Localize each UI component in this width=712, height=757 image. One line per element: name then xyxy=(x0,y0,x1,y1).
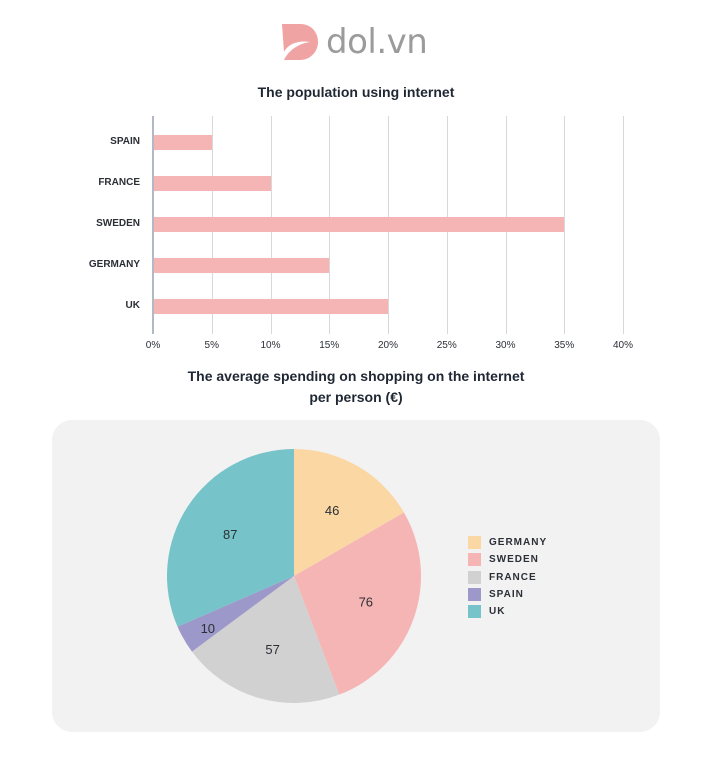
bar-france xyxy=(154,176,271,191)
y-category-label: SPAIN xyxy=(110,136,140,147)
pie-slice-uk xyxy=(166,448,294,627)
legend-swatch xyxy=(468,570,481,584)
legend-label: FRANCE xyxy=(489,571,537,583)
legend-swatch xyxy=(468,553,481,567)
pie-value-label: 87 xyxy=(223,527,237,542)
brand-logo: dol.vn xyxy=(280,20,428,64)
pie-slice-spain xyxy=(177,576,294,652)
y-axis-line xyxy=(152,116,154,334)
x-tick-label: 35% xyxy=(554,340,575,351)
gridline xyxy=(564,116,566,334)
x-tick-label: 20% xyxy=(377,340,399,351)
x-tick-label: 15% xyxy=(319,340,340,351)
legend-item-germany: GERMANY xyxy=(468,534,547,551)
x-tick-label: 30% xyxy=(495,340,516,351)
pie-title-line-1: The average spending on shopping on the … xyxy=(187,368,525,384)
dol-logo-icon xyxy=(282,24,318,60)
x-tick-label: 25% xyxy=(436,340,457,351)
pie-value-label: 46 xyxy=(325,503,339,518)
gridline xyxy=(623,116,624,334)
brand-name: dol.vn xyxy=(326,22,428,62)
pie-value-label: 76 xyxy=(359,595,373,610)
legend-item-sweden: SWEDEN xyxy=(468,551,547,568)
bar-spain xyxy=(154,135,212,150)
x-tick-label: 5% xyxy=(204,340,219,351)
x-tick-label: 10% xyxy=(260,340,281,351)
pie-slice-france xyxy=(191,576,340,704)
pie-title-line-2: per person (€) xyxy=(309,389,403,405)
pie-value-label: 57 xyxy=(265,642,279,657)
bar-sweden xyxy=(154,217,565,232)
legend-label: SPAIN xyxy=(489,589,524,601)
legend-label: SWEDEN xyxy=(489,554,539,566)
y-category-label: GERMANY xyxy=(88,259,140,270)
legend-label: GERMANY xyxy=(489,537,548,549)
pie-slice-sweden xyxy=(294,512,422,695)
x-tick-label: 40% xyxy=(612,340,634,351)
legend-label: UK xyxy=(489,606,506,618)
legend-swatch xyxy=(468,536,481,550)
bar-chart: 0% 5% 10% 15% 20% 25% 30% 35% 40% SPAIN FRANCE SWED… xyxy=(0,0,712,360)
legend-item-france: FRANCE xyxy=(468,569,547,586)
pie-legend: GERMANY SWEDEN FRANCE SPAIN UK xyxy=(468,534,547,620)
bar-uk xyxy=(154,299,388,314)
pie-slice-germany xyxy=(294,449,404,576)
pie-value-label: 10 xyxy=(201,621,215,636)
legend-swatch xyxy=(468,605,481,619)
x-tick-label: 0% xyxy=(145,340,161,351)
legend-swatch xyxy=(468,588,481,602)
y-category-label: UK xyxy=(125,300,140,311)
y-category-label: FRANCE xyxy=(98,177,140,188)
bar-chart-title: The population using internet xyxy=(257,84,455,100)
legend-item-spain: SPAIN xyxy=(468,586,547,603)
legend-item-uk: UK xyxy=(468,603,547,620)
y-category-label: SWEDEN xyxy=(96,218,140,229)
pie-chart-title: The average spending on shopping on the … xyxy=(0,366,712,408)
bar-germany xyxy=(154,258,330,273)
